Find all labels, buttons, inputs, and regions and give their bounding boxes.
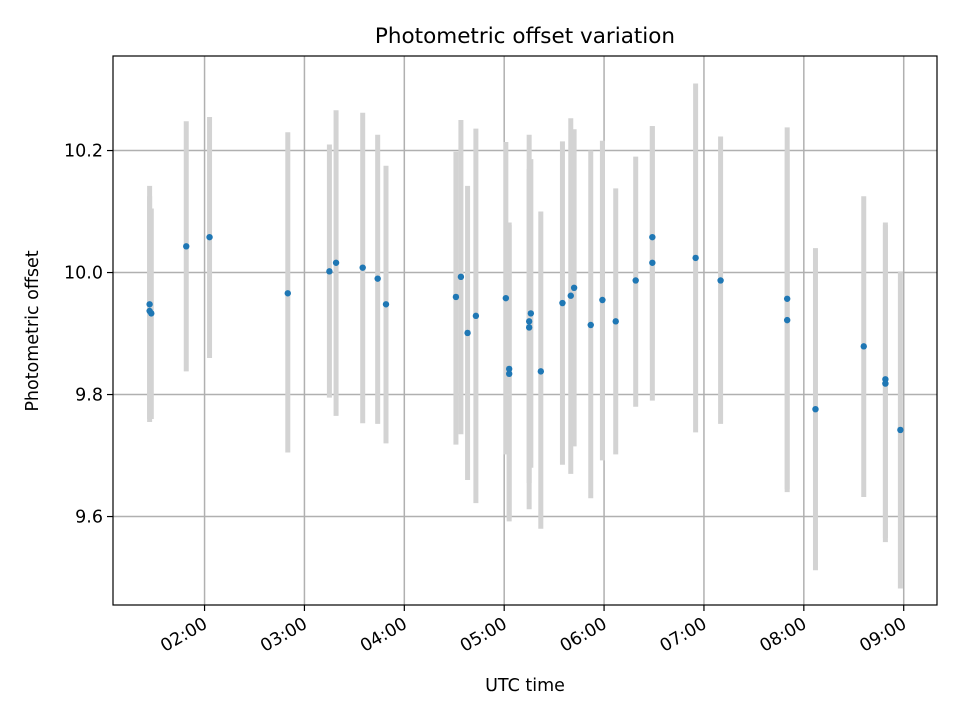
data-point xyxy=(632,277,639,284)
data-point xyxy=(812,405,819,413)
data-point xyxy=(525,318,533,325)
x-tick-label: 03:00 xyxy=(257,614,311,657)
data-point xyxy=(570,284,578,291)
data-point xyxy=(382,301,390,308)
data-point xyxy=(502,294,510,302)
y-tick-label: 10.2 xyxy=(64,142,103,162)
data-point xyxy=(525,324,533,331)
data-point xyxy=(537,368,545,375)
data-point xyxy=(559,299,566,307)
data-point xyxy=(692,254,699,262)
data-point xyxy=(587,321,594,329)
data-point xyxy=(284,290,291,297)
y-tick-label: 10.0 xyxy=(64,264,103,284)
data-point xyxy=(505,365,513,373)
data-point xyxy=(359,264,366,271)
data-point xyxy=(599,296,606,304)
x-tick-label: 09:00 xyxy=(857,614,911,657)
y-tick-label: 9.8 xyxy=(75,386,103,406)
data-point xyxy=(452,293,460,301)
data-point xyxy=(332,259,340,266)
data-point xyxy=(612,318,619,325)
data-point xyxy=(717,277,724,284)
x-tick-label: 06:00 xyxy=(557,614,611,657)
plot-frame xyxy=(112,55,938,606)
data-points xyxy=(146,233,904,434)
error-bars xyxy=(147,83,903,589)
data-point xyxy=(897,426,904,434)
x-axis-label: UTC time xyxy=(485,676,565,696)
data-point xyxy=(183,243,190,250)
data-point xyxy=(649,259,656,266)
data-point xyxy=(649,233,656,241)
chart-title: Photometric offset variation xyxy=(375,24,675,49)
x-axis-ticks: 02:00 03:00 04:00 05:00 06:00 07:00 08:00 09:00 xyxy=(157,605,910,657)
data-point xyxy=(148,310,155,317)
data-point xyxy=(206,233,213,241)
data-point xyxy=(505,370,513,378)
data-point xyxy=(527,310,535,317)
data-point xyxy=(472,312,480,320)
data-point xyxy=(783,295,791,302)
y-tick-label: 9.6 xyxy=(75,508,103,528)
x-tick-label: 02:00 xyxy=(157,614,211,657)
data-point xyxy=(783,316,791,324)
x-tick-label: 04:00 xyxy=(357,614,411,657)
data-point xyxy=(567,292,574,299)
data-point xyxy=(374,275,381,282)
x-tick-label: 07:00 xyxy=(657,614,711,657)
data-point xyxy=(146,301,153,308)
data-point xyxy=(464,329,471,337)
data-point xyxy=(860,343,867,350)
y-axis-ticks: 9.6 9.8 10.0 10.2 xyxy=(64,142,113,528)
x-tick-label: 08:00 xyxy=(757,614,811,657)
x-tick-label: 05:00 xyxy=(457,614,511,657)
data-point xyxy=(457,273,465,281)
y-axis-label: Photometric offset xyxy=(23,250,43,411)
data-point xyxy=(326,268,333,275)
data-point xyxy=(882,380,889,387)
